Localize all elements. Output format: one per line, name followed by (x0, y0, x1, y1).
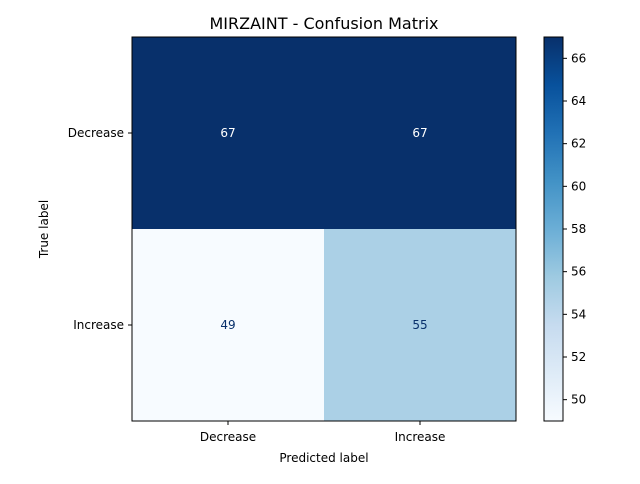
heatmap-cells (132, 37, 516, 421)
x-tick-label: Increase (395, 430, 446, 444)
y-axis-label: True label (37, 200, 51, 259)
heatmap-cell (132, 37, 324, 229)
heatmap-cell (324, 37, 516, 229)
y-tick-label: Decrease (68, 126, 124, 140)
plot-frame (131, 36, 517, 422)
colorbar (544, 37, 563, 421)
colorbar-tick-label: 56 (571, 265, 586, 279)
colorbar-tick-label: 60 (571, 179, 586, 193)
chart-title: MIRZAINT - Confusion Matrix (210, 14, 439, 33)
y-tick-label: Increase (73, 318, 124, 332)
x-axis-label: Predicted label (279, 451, 368, 465)
colorbar-ticks: 50 52 54 56 58 60 62 64 66 (563, 51, 586, 407)
colorbar-tick-label: 62 (571, 137, 586, 151)
cell-value-label: 49 (220, 318, 235, 332)
x-axis: Decrease Increase (200, 421, 446, 444)
cell-value-labels: 67 67 49 55 (220, 126, 427, 332)
heatmap-cell (324, 229, 516, 421)
x-tick-label: Decrease (200, 430, 256, 444)
cell-value-label: 55 (412, 318, 427, 332)
cell-value-label: 67 (412, 126, 427, 140)
colorbar-tick-label: 58 (571, 222, 586, 236)
colorbar-tick-label: 52 (571, 350, 586, 364)
colorbar-tick-label: 66 (571, 51, 586, 65)
colorbar-tick-label: 64 (571, 94, 586, 108)
y-axis: Decrease Increase (68, 126, 132, 332)
heatmap-cell (132, 229, 324, 421)
cell-value-label: 67 (220, 126, 235, 140)
colorbar-tick-label: 54 (571, 307, 586, 321)
colorbar-tick-label: 50 (571, 393, 586, 407)
